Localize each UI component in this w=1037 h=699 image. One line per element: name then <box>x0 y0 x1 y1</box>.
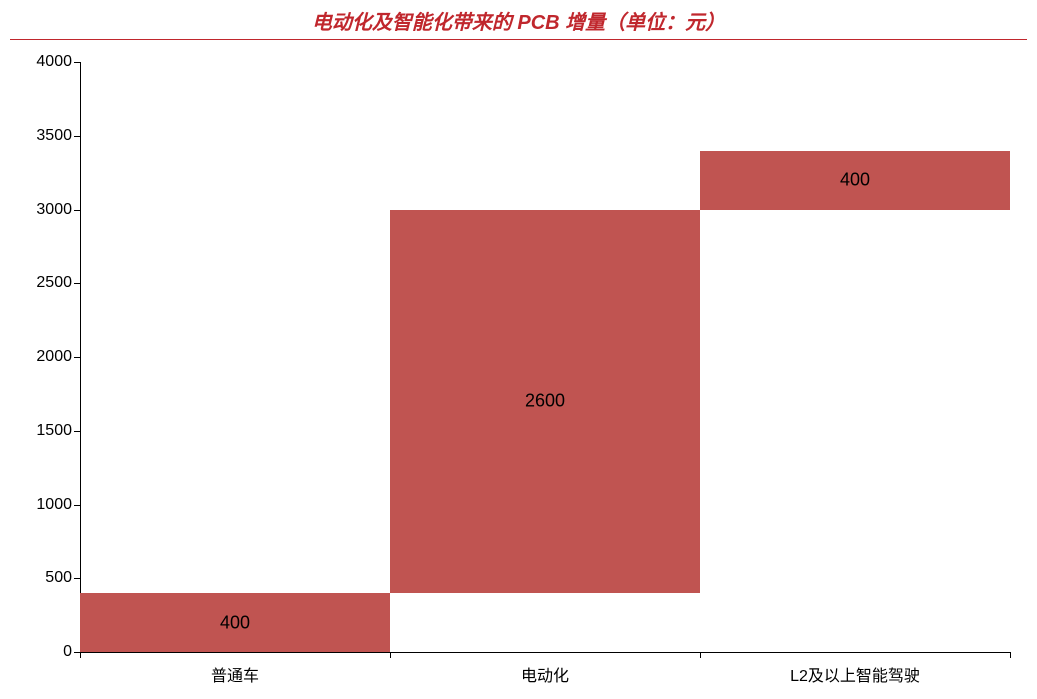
y-axis-line <box>80 62 81 652</box>
y-tick-mark <box>74 62 80 63</box>
x-tick-mark <box>700 652 701 658</box>
x-tick-label: 普通车 <box>211 652 259 686</box>
title-rule <box>10 39 1027 40</box>
chart-title: 电动化及智能化带来的 PCB 增量（单位：元） <box>312 6 725 35</box>
y-tick-mark <box>74 431 80 432</box>
x-tick-mark <box>1010 652 1011 658</box>
bar-value-label: 2600 <box>525 391 565 412</box>
bar-value-label: 400 <box>840 170 870 191</box>
y-tick-mark <box>74 136 80 137</box>
y-tick-mark <box>74 283 80 284</box>
y-tick-mark <box>74 578 80 579</box>
chart-container: 电动化及智能化带来的 PCB 增量（单位：元） 0500100015002000… <box>0 0 1037 699</box>
x-tick-label: L2及以上智能驾驶 <box>790 652 920 686</box>
y-tick-mark <box>74 505 80 506</box>
x-tick-label: 电动化 <box>521 652 569 686</box>
y-tick-mark <box>74 210 80 211</box>
bar-value-label: 400 <box>220 612 250 633</box>
title-wrap: 电动化及智能化带来的 PCB 增量（单位：元） <box>0 0 1037 40</box>
y-tick-mark <box>74 357 80 358</box>
x-tick-mark <box>390 652 391 658</box>
x-tick-mark <box>80 652 81 658</box>
plot-area: 05001000150020002500300035004000普通车电动化L2… <box>80 62 1010 652</box>
